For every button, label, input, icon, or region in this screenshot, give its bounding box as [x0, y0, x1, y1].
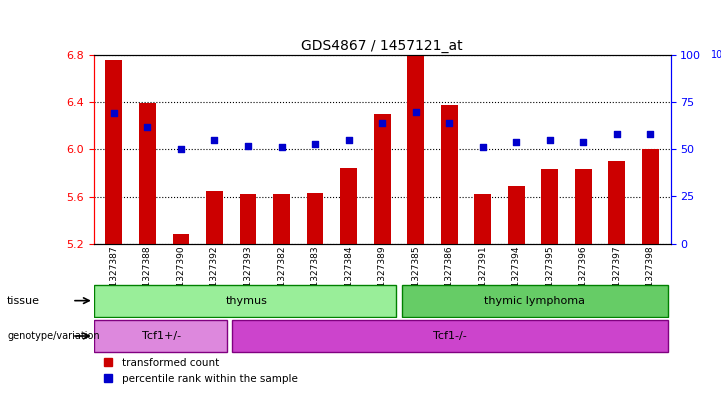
- Text: GSM1327395: GSM1327395: [545, 246, 554, 306]
- Title: GDS4867 / 1457121_at: GDS4867 / 1457121_at: [301, 39, 463, 53]
- Bar: [474, 194, 491, 244]
- Point: [242, 142, 254, 149]
- Text: 100%: 100%: [711, 50, 721, 60]
- Point: [208, 137, 220, 143]
- FancyBboxPatch shape: [94, 285, 397, 316]
- FancyBboxPatch shape: [94, 320, 226, 352]
- Point: [175, 146, 187, 152]
- Bar: [139, 103, 156, 244]
- Point: [275, 144, 287, 151]
- Point: [477, 144, 489, 151]
- Point: [376, 120, 388, 126]
- Bar: [340, 168, 357, 244]
- Bar: [105, 60, 123, 244]
- Bar: [373, 114, 391, 244]
- Text: GSM1327393: GSM1327393: [244, 246, 252, 306]
- Text: GSM1327383: GSM1327383: [311, 246, 319, 306]
- Bar: [172, 234, 190, 244]
- Text: GSM1327398: GSM1327398: [646, 246, 655, 306]
- Text: thymic lymphoma: thymic lymphoma: [485, 296, 585, 306]
- FancyBboxPatch shape: [402, 285, 668, 316]
- Text: genotype/variation: genotype/variation: [7, 331, 99, 341]
- Bar: [642, 149, 659, 244]
- Point: [410, 108, 422, 115]
- Bar: [609, 161, 625, 244]
- Text: tissue: tissue: [7, 296, 40, 306]
- Point: [645, 131, 656, 138]
- Bar: [273, 194, 290, 244]
- Text: GSM1327394: GSM1327394: [512, 246, 521, 306]
- Bar: [508, 186, 525, 244]
- Bar: [541, 169, 558, 244]
- Bar: [239, 194, 257, 244]
- Bar: [206, 191, 223, 244]
- Point: [141, 123, 153, 130]
- Text: thymus: thymus: [226, 296, 267, 306]
- Bar: [306, 193, 324, 244]
- Text: GSM1327389: GSM1327389: [378, 246, 386, 306]
- Text: GSM1327388: GSM1327388: [143, 246, 152, 306]
- Text: GSM1327382: GSM1327382: [277, 246, 286, 306]
- Text: GSM1327396: GSM1327396: [579, 246, 588, 306]
- Point: [309, 141, 321, 147]
- Legend: transformed count, percentile rank within the sample: transformed count, percentile rank withi…: [99, 354, 302, 388]
- Text: GSM1327390: GSM1327390: [177, 246, 185, 306]
- Bar: [441, 105, 458, 244]
- Text: GSM1327386: GSM1327386: [445, 246, 454, 306]
- Point: [108, 110, 120, 117]
- Point: [342, 137, 354, 143]
- Point: [611, 131, 623, 138]
- Bar: [575, 169, 592, 244]
- Text: GSM1327385: GSM1327385: [411, 246, 420, 306]
- Bar: [407, 56, 424, 244]
- Point: [443, 120, 455, 126]
- Text: GSM1327397: GSM1327397: [612, 246, 622, 306]
- Point: [578, 139, 589, 145]
- Text: Tcf1-/-: Tcf1-/-: [433, 331, 467, 341]
- Point: [544, 137, 556, 143]
- Point: [510, 139, 522, 145]
- Text: GSM1327391: GSM1327391: [478, 246, 487, 306]
- Text: Tcf1+/-: Tcf1+/-: [142, 331, 181, 341]
- FancyBboxPatch shape: [232, 320, 668, 352]
- Text: GSM1327392: GSM1327392: [210, 246, 219, 306]
- Text: GSM1327387: GSM1327387: [110, 246, 118, 306]
- Text: GSM1327384: GSM1327384: [344, 246, 353, 306]
